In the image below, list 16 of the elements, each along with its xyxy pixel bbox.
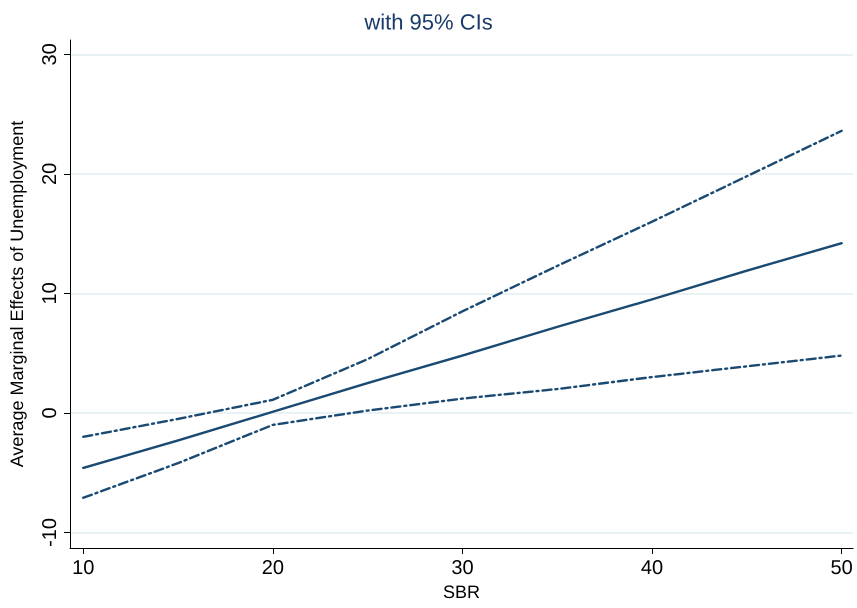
y-tick-label: 0 <box>39 407 61 418</box>
line-series <box>82 354 843 499</box>
x-tick-label: 40 <box>640 557 664 579</box>
x-tick-label: 50 <box>830 557 853 579</box>
y-tick-label: 30 <box>39 43 61 66</box>
y-tick-label: -10 <box>39 518 61 547</box>
y-tick-label: 10 <box>39 282 61 305</box>
y-axis-title: Average Marginal Effects of Unemployment <box>7 120 27 468</box>
x-tick-label: 10 <box>72 557 94 579</box>
y-tick-label: 20 <box>39 162 61 185</box>
chart-title: with 95% CIs <box>363 10 493 34</box>
x-tick-label: 20 <box>262 557 284 579</box>
x-axis-title: SBR <box>442 582 480 602</box>
line-series <box>82 242 843 470</box>
line-series <box>82 130 843 438</box>
x-tick-label: 30 <box>451 557 474 579</box>
